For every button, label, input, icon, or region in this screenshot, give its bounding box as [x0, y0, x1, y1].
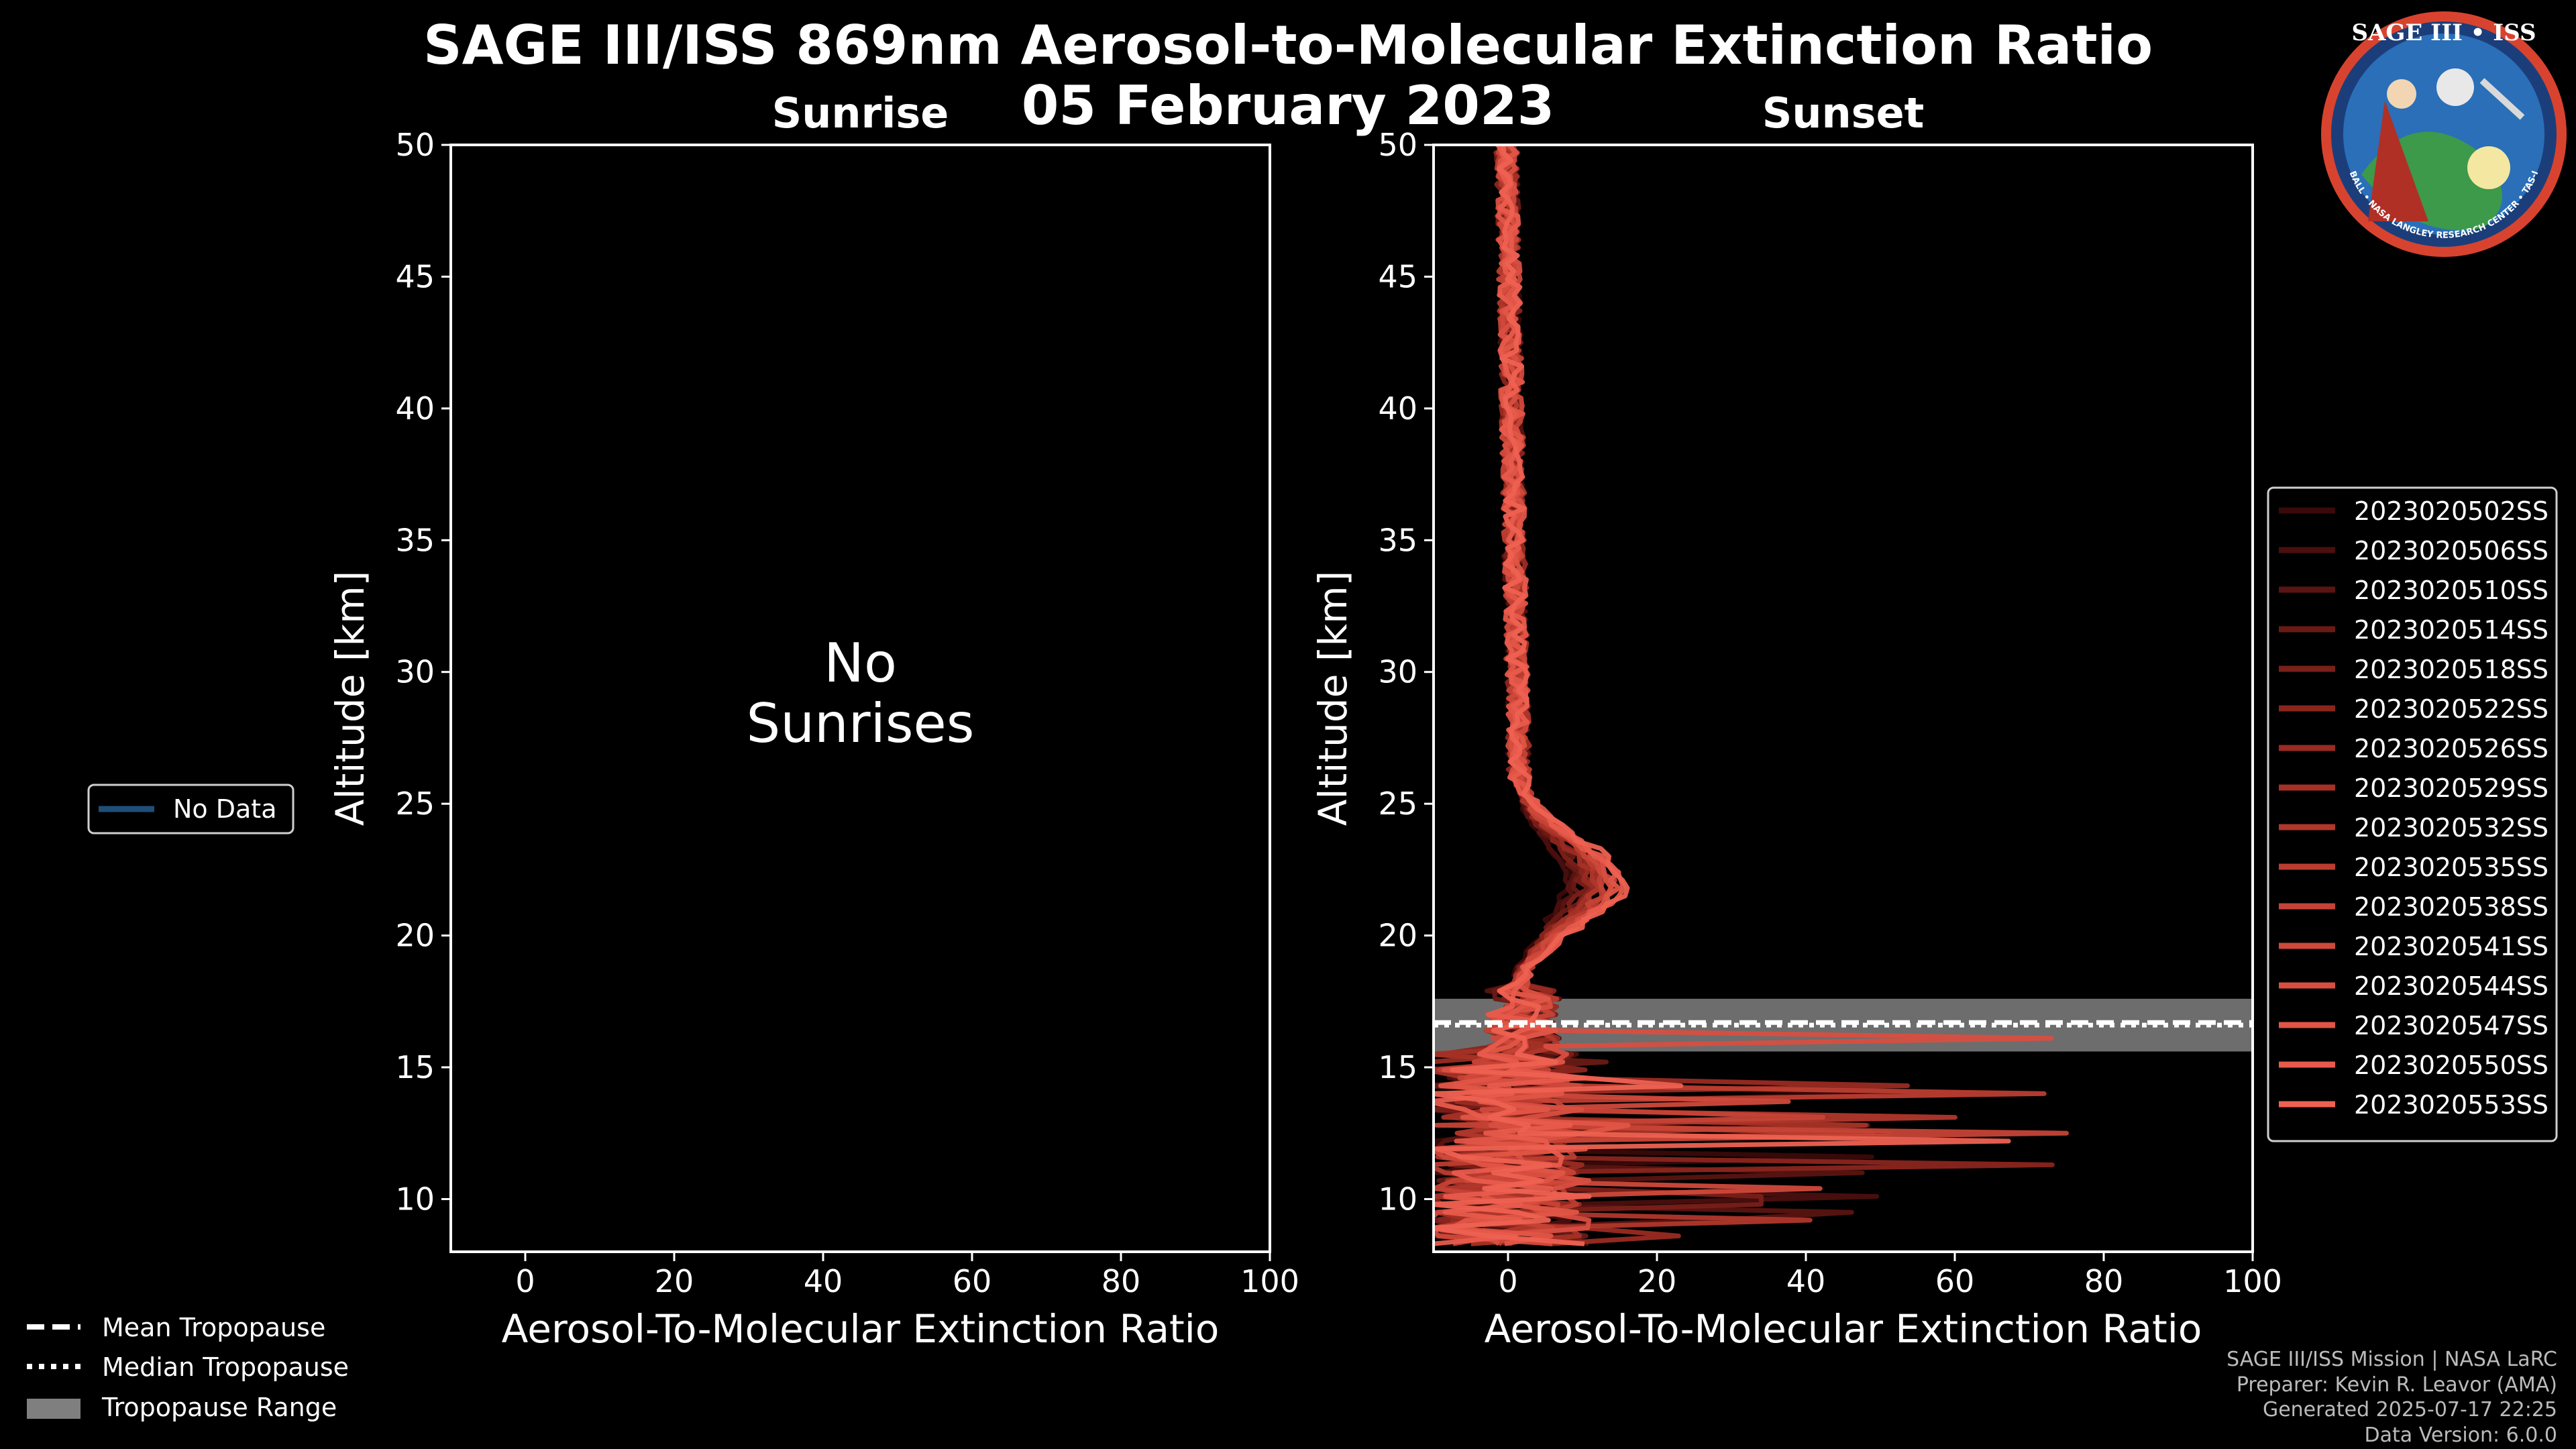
no-sunrises-message-line1: No — [824, 632, 897, 694]
x-tick-label: 40 — [1786, 1263, 1826, 1299]
x-tick-label: 0 — [1498, 1263, 1517, 1299]
profile-line-2023020553SS — [1434, 145, 2011, 1246]
footer-generated: Generated 2025-07-17 22:25 — [2263, 1398, 2557, 1421]
x-tick-label: 80 — [2084, 1263, 2124, 1299]
legend-entry: 2023020547SS — [2354, 1011, 2548, 1040]
legend-entry: 2023020526SS — [2354, 734, 2548, 763]
sunrise-y-axis-label: Altitude [km] — [327, 571, 373, 826]
sunset-panel-title: Sunset — [1762, 89, 1925, 138]
x-tick-label: 60 — [953, 1263, 992, 1299]
legend-entry: 2023020510SS — [2354, 576, 2548, 605]
legend-entry: 2023020502SS — [2354, 496, 2548, 526]
y-tick-label: 30 — [1378, 654, 1417, 690]
y-tick-label: 40 — [395, 390, 435, 427]
tropopause-legend: Mean Tropopause Median Tropopause Tropop… — [27, 1313, 349, 1422]
y-tick-label: 45 — [1378, 258, 1417, 294]
legend-entry: 2023020532SS — [2354, 813, 2548, 843]
sunset-panel: 0 20 40 60 80 100 10 15 20 25 30 35 40 45 50 Aerosol-To… — [1310, 89, 2558, 1352]
footer: SAGE III/ISS Mission | NASA LaRC Prepare… — [2226, 1348, 2557, 1447]
y-tick-label: 20 — [1378, 918, 1417, 954]
date-title: 05 February 2023 — [1022, 74, 1555, 137]
legend-entry: 2023020506SS — [2354, 536, 2548, 566]
legend-entry: 2023020544SS — [2354, 971, 2548, 1001]
y-tick-label: 10 — [395, 1181, 435, 1217]
no-sunrises-message-line2: Sunrises — [747, 692, 975, 755]
x-tick-label: 20 — [1638, 1263, 1677, 1299]
legend-entry: 2023020535SS — [2354, 853, 2548, 882]
mean-tropopause-label: Mean Tropopause — [102, 1313, 325, 1342]
sunset-y-axis-label: Altitude [km] — [1310, 571, 1356, 826]
y-tick-label: 25 — [1378, 786, 1417, 822]
y-tick-label: 20 — [395, 918, 435, 954]
y-tick-label: 50 — [395, 127, 435, 163]
footer-preparer: Preparer: Kevin R. Leavor (AMA) — [2237, 1373, 2557, 1397]
x-tick-label: 100 — [2223, 1263, 2282, 1299]
legend-entry: 2023020529SS — [2354, 773, 2548, 803]
median-tropopause-label: Median Tropopause — [102, 1352, 349, 1382]
footer-version: Data Version: 6.0.0 — [2365, 1424, 2557, 1447]
y-tick-label: 45 — [395, 258, 435, 294]
y-tick-label: 10 — [1378, 1181, 1417, 1217]
sunrise-x-axis-label: Aerosol-To-Molecular Extinction Ratio — [502, 1306, 1220, 1352]
legend-entry: 2023020553SS — [2354, 1090, 2548, 1120]
x-tick-label: 40 — [804, 1263, 843, 1299]
y-tick-label: 50 — [1378, 127, 1417, 163]
sunrise-axes-frame — [449, 144, 1271, 1253]
sunrise-plot-area — [451, 145, 1270, 1252]
no-data-legend: No Data — [87, 784, 294, 835]
y-tick-label: 35 — [395, 522, 435, 558]
no-data-label: No Data — [173, 794, 277, 824]
logo-text: SAGE III • ISS — [2351, 19, 2536, 46]
legend-entry: 2023020518SS — [2354, 655, 2548, 684]
y-tick-label: 40 — [1378, 390, 1417, 427]
main-title: SAGE III/ISS 869nm Aerosol-to-Molecular … — [423, 14, 2153, 76]
sunset-axes-frame — [1432, 144, 2254, 1253]
legend-entry: 2023020541SS — [2354, 932, 2548, 961]
sunrise-panel-title: Sunrise — [772, 89, 949, 138]
y-tick-label: 15 — [395, 1049, 435, 1085]
legend-entry: 2023020514SS — [2354, 615, 2548, 645]
sunset-x-axis-label: Aerosol-To-Molecular Extinction Ratio — [1485, 1306, 2202, 1352]
legend-frame — [2267, 486, 2558, 1142]
x-tick-label: 100 — [1240, 1263, 1299, 1299]
x-tick-label: 20 — [655, 1263, 694, 1299]
y-tick-label: 35 — [1378, 522, 1417, 558]
sunset-plot-content — [1434, 145, 2253, 1246]
legend-entry: 2023020550SS — [2354, 1051, 2548, 1080]
tropopause-range-label: Tropopause Range — [101, 1393, 337, 1422]
sunset-series-legend: 2023020502SS 2023020506SS 2023020510SS 2023… — [2267, 486, 2558, 1142]
x-tick-label: 80 — [1102, 1263, 1141, 1299]
tropopause-range-swatch — [27, 1399, 80, 1419]
x-tick-label: 60 — [1935, 1263, 1975, 1299]
sunrise-panel: 0 20 40 60 80 100 10 15 20 25 30 35 40 45 50 Aerosol-To… — [327, 89, 1299, 1352]
footer-mission: SAGE III/ISS Mission | NASA LaRC — [2226, 1348, 2557, 1371]
x-tick-label: 0 — [515, 1263, 535, 1299]
legend-entry: 2023020522SS — [2354, 694, 2548, 724]
legend-entry: 2023020538SS — [2354, 892, 2548, 922]
y-tick-label: 30 — [395, 654, 435, 690]
y-tick-label: 25 — [395, 786, 435, 822]
y-tick-label: 15 — [1378, 1049, 1417, 1085]
